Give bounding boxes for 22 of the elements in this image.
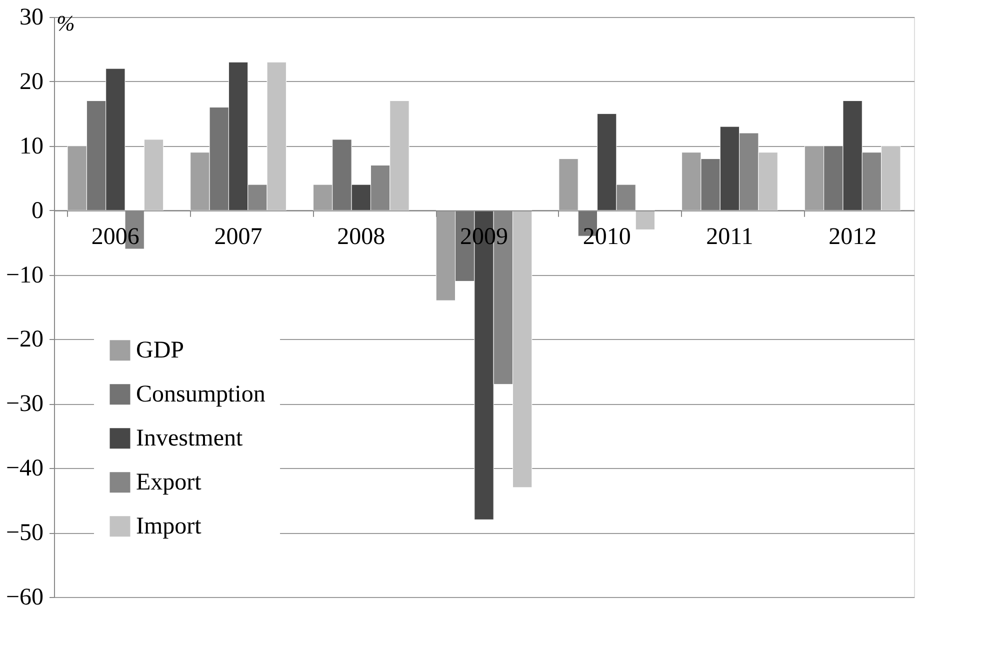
y-tick-label: 0	[32, 198, 44, 224]
x-tick-label: 2008	[337, 224, 386, 250]
y-tick-label: −60	[6, 584, 44, 610]
y-axis-title: %	[56, 10, 75, 36]
legend-label: Consumption	[136, 381, 266, 408]
y-tick-label: −20	[6, 326, 44, 353]
legend-label: GDP	[136, 337, 184, 364]
legend-label: Export	[136, 469, 202, 496]
legend-label: Import	[136, 513, 202, 540]
y-tick-label: 10	[20, 133, 44, 160]
x-tick-label: 2007	[214, 224, 262, 250]
x-tick-label: 2006	[91, 224, 140, 250]
y-tick-label: −10	[6, 262, 44, 288]
x-tick-label: 2010	[582, 224, 631, 250]
x-tick-label: 2012	[828, 224, 877, 250]
legend-label: Investment	[136, 425, 243, 452]
y-tick-label: −30	[6, 391, 44, 418]
y-tick-label: 20	[20, 68, 44, 95]
y-tick-label: −50	[6, 520, 44, 546]
x-tick-label: 2011	[706, 224, 754, 250]
y-tick-label: −40	[6, 456, 44, 482]
y-tick-label: 30	[20, 4, 44, 30]
